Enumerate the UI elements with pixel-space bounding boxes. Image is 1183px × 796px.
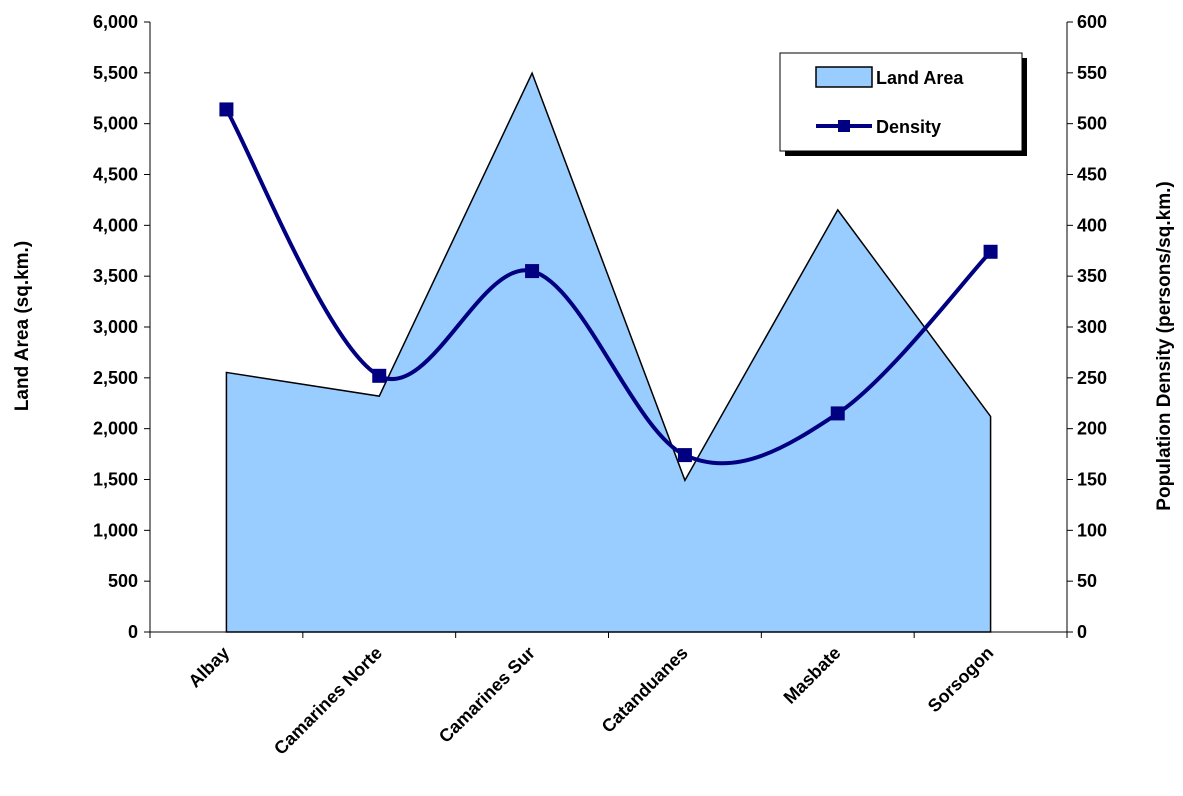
density-marker-camarines-norte xyxy=(372,368,387,383)
y-tick-label-left: 4,500 xyxy=(93,165,138,185)
y-tick-label-right: 550 xyxy=(1077,63,1107,83)
y-tick-label-left: 3,500 xyxy=(93,266,138,286)
x-tick-label-masbate: Masbate xyxy=(780,643,845,708)
legend-marker-density xyxy=(838,120,850,132)
x-tick-label-albay: Albay xyxy=(184,643,233,692)
y-tick-label-left: 5,500 xyxy=(93,63,138,83)
y-tick-label-right: 100 xyxy=(1077,520,1107,540)
density-line xyxy=(224,108,993,466)
legend-swatch-land-area xyxy=(815,66,873,88)
density-marker-sorsogon xyxy=(983,244,998,259)
land-area-layer xyxy=(225,71,992,633)
legend: Land Area Density xyxy=(779,52,1027,156)
y-tick-label-right: 200 xyxy=(1077,419,1107,439)
y-tick-label-right: 400 xyxy=(1077,215,1107,235)
y-tick-label-right: 50 xyxy=(1077,571,1097,591)
density-marker-camarines-sur xyxy=(525,264,540,279)
y-tick-label-left: 1,000 xyxy=(93,520,138,540)
y-axis-title-left: Land Area (sq.km.) xyxy=(12,241,33,411)
x-tick-label-camarines-norte: Camarines Norte xyxy=(270,643,386,759)
y-tick-label-right: 600 xyxy=(1077,12,1107,32)
y-tick-label-right: 150 xyxy=(1077,470,1107,490)
axes-layer xyxy=(144,21,1073,638)
y-axis-title-right: Population Density (persons/sq.km.) xyxy=(1154,181,1175,510)
y-tick-label-right: 300 xyxy=(1077,317,1107,337)
y-tick-label-left: 500 xyxy=(108,571,138,591)
y-tick-label-right: 450 xyxy=(1077,165,1107,185)
density-layer xyxy=(219,102,998,466)
y-tick-label-left: 1,500 xyxy=(93,470,138,490)
land-area-polygon xyxy=(225,71,992,633)
density-marker-catanduanes xyxy=(677,448,692,463)
x-tick-label-camarines-sur: Camarines Sur xyxy=(435,643,539,747)
y-tick-label-left: 2,500 xyxy=(93,368,138,388)
y-tick-label-left: 5,000 xyxy=(93,114,138,134)
x-tick-label-sorsogon: Sorsogon xyxy=(924,643,998,717)
y-tick-label-left: 2,000 xyxy=(93,419,138,439)
legend-label-land-area: Land Area xyxy=(876,68,964,88)
y-tick-label-left: 4,000 xyxy=(93,215,138,235)
y-tick-label-left: 0 xyxy=(128,622,138,642)
y-tick-label-right: 500 xyxy=(1077,114,1107,134)
y-tick-label-left: 3,000 xyxy=(93,317,138,337)
y-tick-label-right: 250 xyxy=(1077,368,1107,388)
legend-label-density: Density xyxy=(876,117,941,137)
x-tick-label-catanduanes: Catanduanes xyxy=(598,643,692,737)
density-marker-albay xyxy=(219,102,234,117)
y-tick-label-left: 6,000 xyxy=(93,12,138,32)
y-tick-label-right: 350 xyxy=(1077,266,1107,286)
density-marker-masbate xyxy=(830,406,845,421)
y-tick-label-right: 0 xyxy=(1077,622,1087,642)
